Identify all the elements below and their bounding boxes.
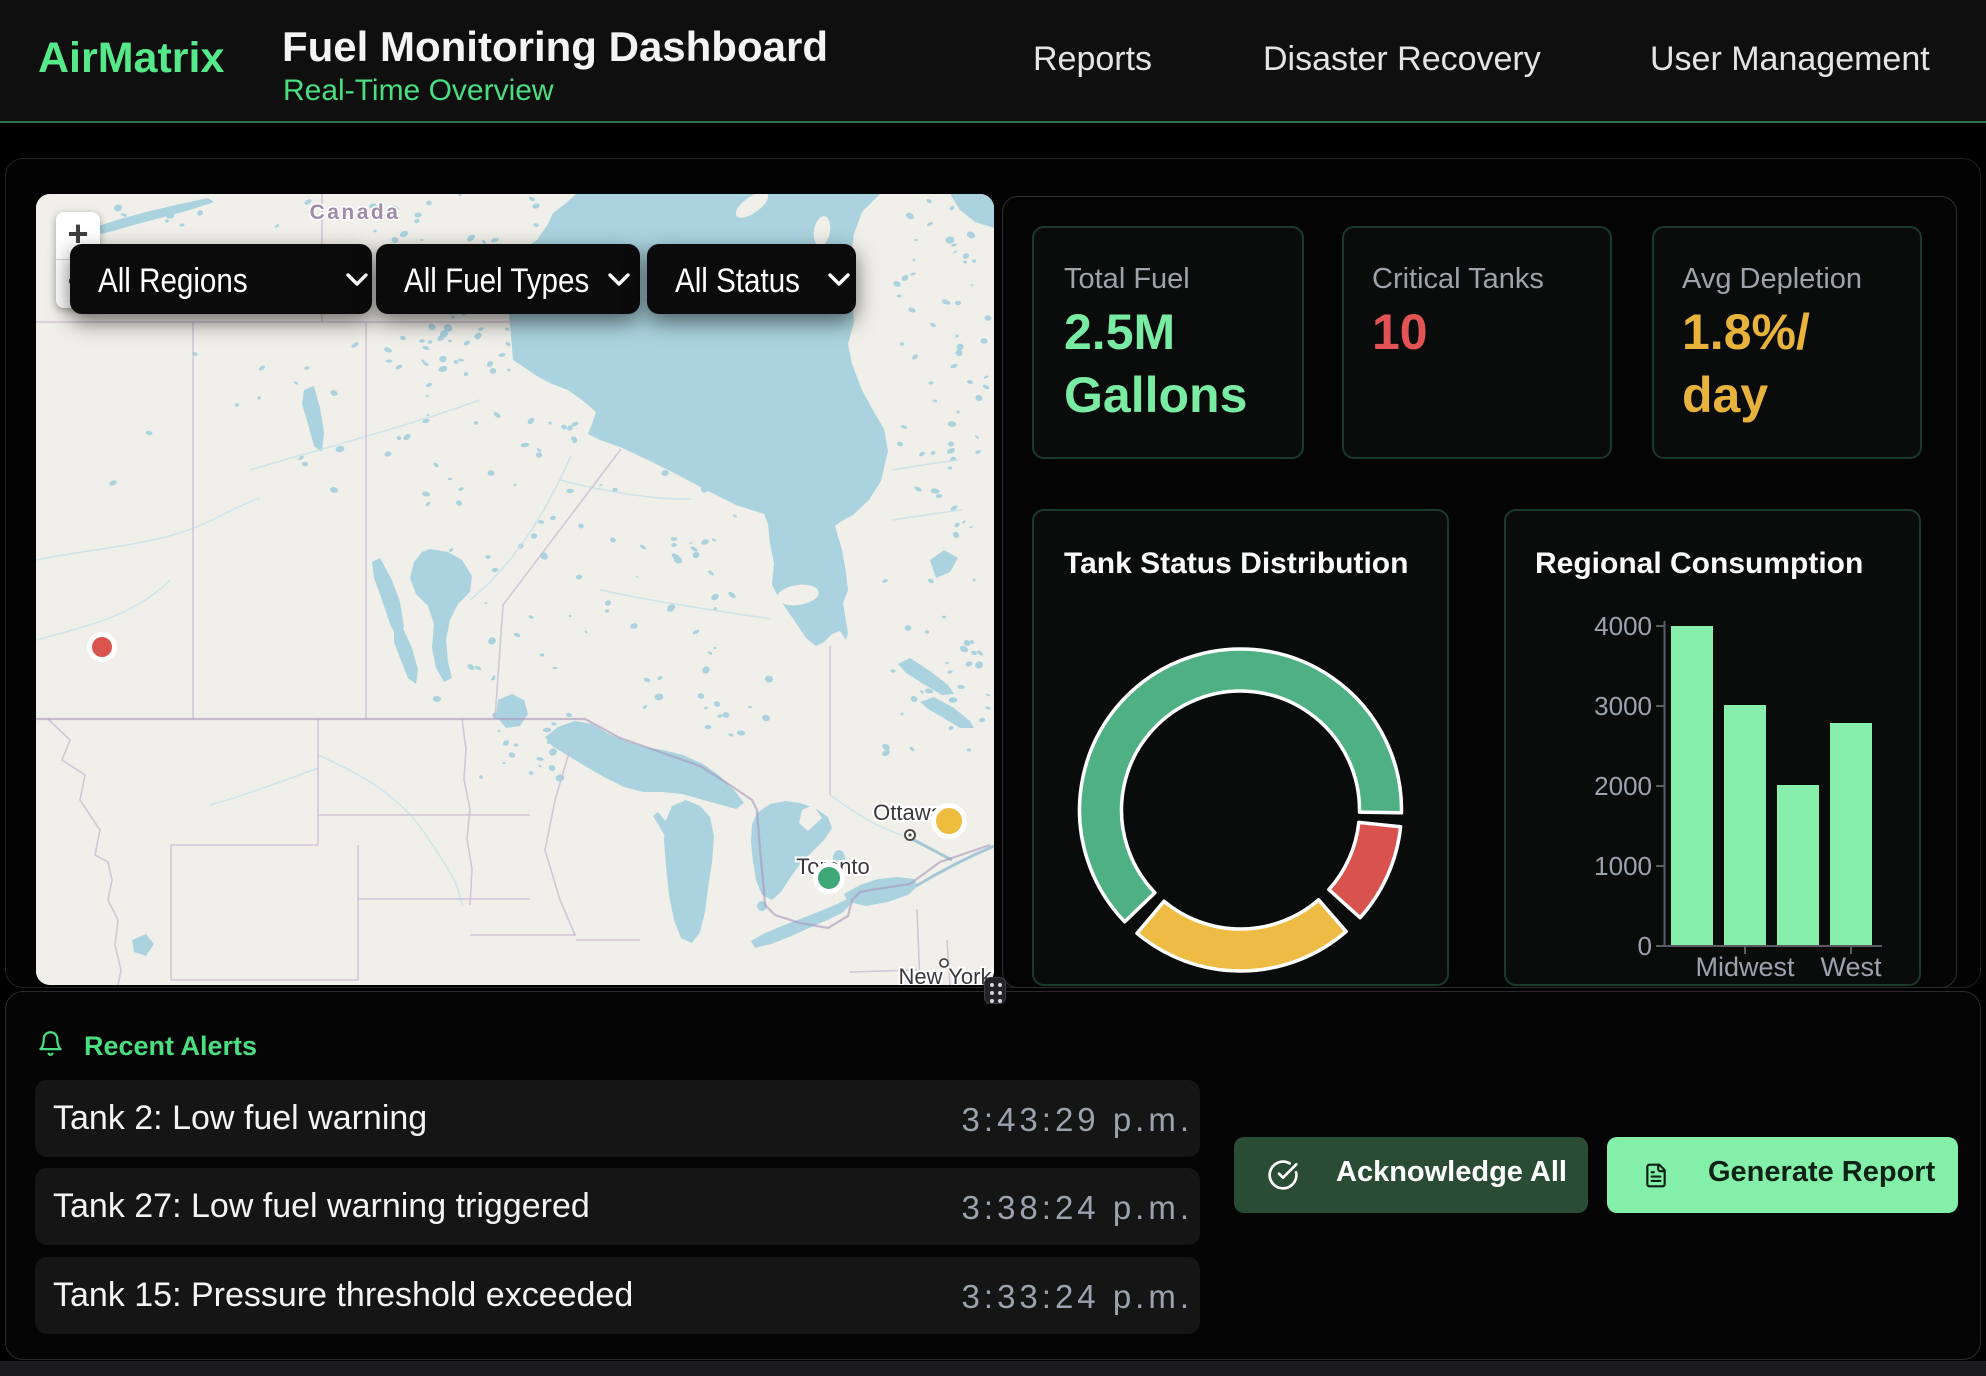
svg-text:West: West [1820, 952, 1882, 982]
svg-text:Midwest: Midwest [1695, 952, 1795, 982]
svg-text:1000: 1000 [1594, 851, 1652, 881]
svg-text:2000: 2000 [1594, 771, 1652, 801]
svg-text:New York: New York [899, 964, 993, 985]
svg-text:Canada: Canada [310, 201, 401, 224]
svg-text:4000: 4000 [1594, 611, 1652, 641]
svg-text:3000: 3000 [1594, 691, 1652, 721]
svg-text:0: 0 [1638, 931, 1652, 961]
